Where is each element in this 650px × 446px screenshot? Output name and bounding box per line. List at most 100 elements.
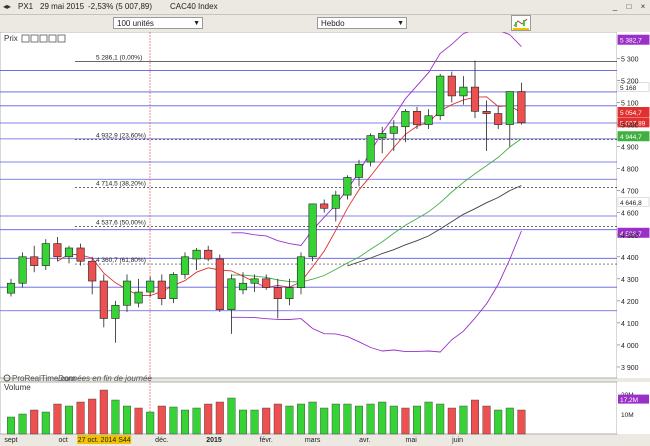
volume-bar [517,409,526,435]
candle[interactable] [459,86,468,97]
x-axis-label: avr. [359,437,370,444]
candle[interactable] [331,194,340,209]
panel-expand-icon[interactable] [57,34,66,43]
candle[interactable] [157,280,166,299]
panel-add-icon[interactable] [30,34,39,43]
price-tick-label: 4 200 [621,299,639,306]
candle[interactable] [482,111,491,114]
price-tick-label: 3 900 [621,365,639,372]
chart-area[interactable]: 5 286,1 (0,00%) 4 932,9 (23,60%) 4 714,5 (… [0,26,650,444]
price-tag [617,117,650,128]
candle[interactable] [447,75,456,97]
candle[interactable] [470,86,480,112]
x-axis-label: mai [406,437,418,444]
volume-bar [273,403,282,435]
period-select[interactable]: Hebdo ▼ [317,17,407,29]
candle[interactable] [343,177,352,196]
moving-average-30 [347,185,522,267]
volume-bar [53,403,62,435]
candle[interactable] [76,247,85,262]
instrument-code: PX1 [18,2,34,11]
candle[interactable] [436,75,445,117]
candle[interactable] [204,249,213,260]
volume-bar [192,407,201,435]
candle[interactable] [273,287,282,299]
candle[interactable] [517,91,526,124]
candle[interactable] [111,304,120,319]
panel-properties-icon[interactable] [21,34,30,43]
candle[interactable] [238,282,248,291]
candle[interactable] [6,282,16,294]
candle[interactable] [308,203,317,258]
price-tag-label: 5 007,89 [620,120,646,127]
volume-bar [343,403,352,435]
volume-axis [617,382,650,434]
period-select-value: Hebdo [321,19,345,28]
candle[interactable] [41,243,50,266]
price-panel[interactable] [0,31,618,379]
panel-close-icon[interactable] [48,34,57,43]
candle[interactable] [192,249,201,260]
candle[interactable] [424,115,433,125]
candle[interactable] [64,247,74,258]
candle[interactable] [227,278,236,310]
candle[interactable] [134,291,143,304]
close-icon[interactable]: × [640,2,646,11]
candle[interactable] [215,258,224,310]
volume-bar [6,416,15,435]
candle[interactable] [505,91,514,125]
candle[interactable] [88,260,97,282]
candle[interactable] [296,256,306,288]
maximize-icon[interactable]: □ [626,2,632,11]
candle[interactable] [169,274,178,299]
volume-bar [157,405,166,435]
volume-bar [262,407,271,435]
candle[interactable] [494,113,503,125]
price-tick-label: 4 000 [621,343,639,350]
prorealtime-logo-icon [3,374,11,382]
fibonacci-label: 4 714,5 (38,20%) [96,180,146,187]
candle[interactable] [18,256,27,284]
price-tag [617,34,650,45]
candle[interactable] [285,287,294,299]
volume-bar [378,401,387,435]
candle[interactable] [354,163,364,178]
x-axis-label: 2015 [206,437,222,444]
volume-panel-label: Volume [4,383,31,392]
candle[interactable] [366,135,375,163]
candle[interactable] [401,111,410,128]
candle[interactable] [262,278,271,288]
candle[interactable] [122,280,132,306]
volume-bar [250,409,259,435]
candle[interactable] [53,243,62,258]
price-tag-label: 5 382,7 [620,38,642,45]
candle[interactable] [146,280,155,293]
panel-zoom-icon[interactable] [39,34,48,43]
candle[interactable] [180,256,190,275]
volume-bar [436,403,445,435]
volume-bar [88,398,97,435]
candle[interactable] [412,111,422,125]
index-name: CAC40 Index [170,2,218,11]
candle[interactable] [320,203,329,209]
chart-type-icon[interactable] [511,15,531,31]
price-chart-svg[interactable]: 5 286,1 (0,00%) 4 932,9 (23,60%) 4 714,5 (… [0,26,650,444]
volume-bar [64,405,73,435]
candle[interactable] [250,278,259,284]
chart-menu-icon[interactable]: ◂▸ [2,2,12,11]
minimize-icon[interactable]: _ [612,2,618,11]
fibonacci-label: 5 286,1 (0,00%) [96,55,142,62]
candle[interactable] [378,133,387,139]
volume-bar [238,409,247,435]
candle[interactable] [30,256,39,266]
price-tag-label: 4 646,8 [620,200,642,207]
panel-tools[interactable] [21,34,66,43]
units-select[interactable]: 100 unités ▼ [113,17,203,29]
volume-bar [471,399,480,435]
candle[interactable] [99,280,108,319]
fibonacci-label: 4 537,6 (50,00%) [96,219,146,226]
volume-bar [297,403,306,435]
candle[interactable] [389,126,398,134]
quote-date: 29 mai 2015 [40,2,85,11]
price-tick-label: 4 400 [621,255,639,262]
